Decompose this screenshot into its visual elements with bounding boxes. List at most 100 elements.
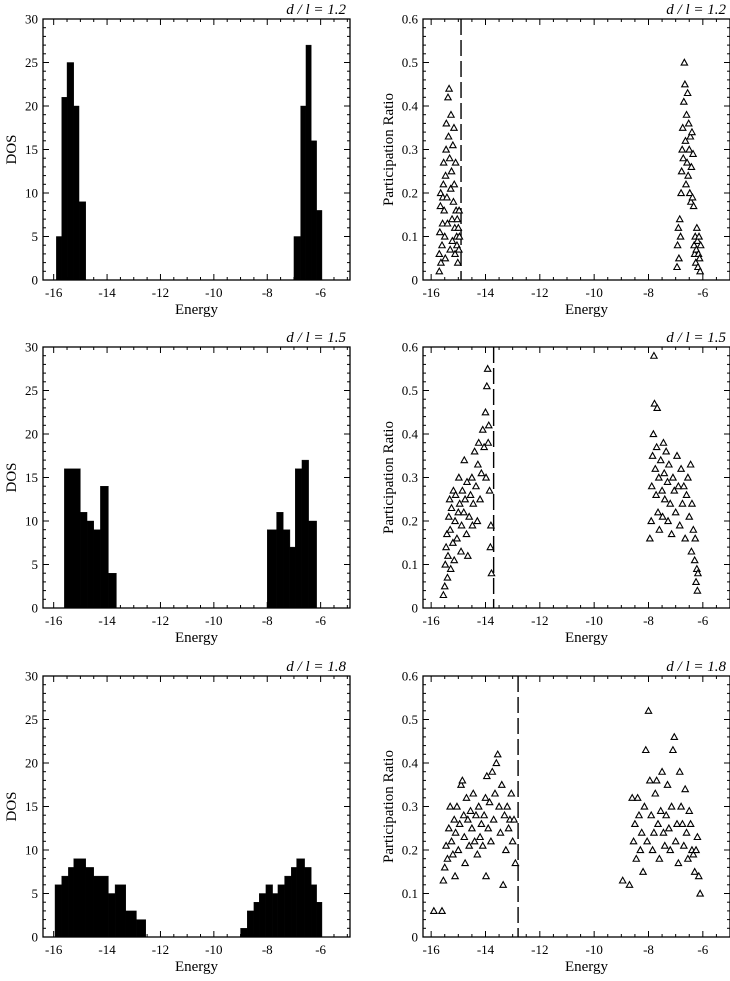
pr-1-5-point-30 <box>465 512 474 520</box>
pr-1-8-point-96 <box>675 767 684 775</box>
dos-1-8-xtick-3: -10 <box>205 942 222 957</box>
pr-1-5-point-56 <box>647 481 656 490</box>
pr-1-8-point-21 <box>462 793 471 801</box>
pr-1-8-point-48 <box>497 780 506 788</box>
dos-1-8-title: d / l = 1.8 <box>286 659 346 675</box>
dos-1-5-xtick-3: -10 <box>205 613 222 628</box>
dos-1-8-xtick-2: -12 <box>152 942 169 957</box>
pr-1-2-point-5 <box>436 258 446 266</box>
dos-1-5-xtick-5: -6 <box>315 613 326 628</box>
dos-1-5-bar-12 <box>308 520 317 609</box>
pr-1-8-point-82 <box>656 806 665 814</box>
dos-1-8-bar-1 <box>61 875 69 938</box>
pr-1-8-point-85 <box>660 841 669 849</box>
pr-1-5-point-91 <box>683 473 693 481</box>
pr-1-5-point-4 <box>442 529 452 538</box>
pr-1-8-point-76 <box>648 845 657 854</box>
pr-1-2-point-25 <box>446 110 456 118</box>
pr-1-2-point-21 <box>444 84 454 92</box>
pr-1-5-point-79 <box>667 529 676 538</box>
pr-1-8-title: d / l = 1.8 <box>666 659 726 675</box>
pr-1-8-point-53 <box>504 823 513 832</box>
pr-1-8-point-0 <box>429 906 439 915</box>
pr-1-5-point-18 <box>454 507 463 516</box>
pr-1-5-point-88 <box>679 481 688 490</box>
pr-1-2-point-57 <box>680 58 689 66</box>
dos-1-5-ytick-3: 15 <box>25 470 38 485</box>
pr-1-8-ytick-3: 0.3 <box>402 799 418 814</box>
pr-1-5-ylabel: Participation Ratio <box>381 421 397 534</box>
pr-1-8-point-106 <box>689 850 698 858</box>
pr-1-2-ytick-4: 0.4 <box>402 99 419 114</box>
pr-1-8-point-36 <box>481 871 491 880</box>
pr-1-8-point-107 <box>690 867 699 875</box>
pr-1-5-point-0 <box>439 590 448 599</box>
pr-1-5-xtick-5: -6 <box>697 613 708 628</box>
dos-1-2-bar-7 <box>305 44 312 281</box>
dos-1-5-xtick-1: -14 <box>98 613 116 628</box>
pr-1-8-point-75 <box>647 810 656 819</box>
pr-1-2-point-74 <box>689 201 698 210</box>
dos-1-8-bar-20 <box>304 867 312 938</box>
pr-1-5-point-22 <box>457 521 466 529</box>
pr-1-5-point-10 <box>446 564 455 572</box>
dos-1-8-ytick-0: 0 <box>32 930 39 945</box>
pr-1-2-point-18 <box>443 219 452 227</box>
pr-1-2-ytick-1: 0.1 <box>402 229 418 244</box>
pr-1-8-point-68 <box>637 828 646 836</box>
dos-1-2-bar-5 <box>293 236 301 281</box>
pr-1-2-xtick-0: -16 <box>422 285 440 300</box>
dos-1-8-ytick-3: 15 <box>25 799 38 814</box>
pr-1-2-ytick-3: 0.3 <box>402 142 418 157</box>
pr-1-5-point-11 <box>447 503 456 512</box>
pr-1-5-xtick-0: -16 <box>422 613 440 628</box>
pr-1-8-xtick-1: -14 <box>477 942 495 957</box>
pr-1-2-point-87 <box>696 240 705 249</box>
pr-1-5-point-83 <box>672 451 682 459</box>
pr-1-8-point-13 <box>452 802 462 810</box>
pr-1-2-point-52 <box>677 166 686 175</box>
pr-1-5-point-48 <box>484 438 493 446</box>
pr-1-5-point-9 <box>446 525 455 533</box>
pr-1-8-point-31 <box>475 832 485 841</box>
pr-1-5-point-46 <box>482 381 491 390</box>
dos-1-8-panel: -16 -14 -12 -10 -8 -6 0 5 10 15 20 25 30 Energy DOS d /… <box>4 659 351 975</box>
pr-1-5-point-39 <box>474 438 483 446</box>
dos-1-8-bar-13 <box>259 893 267 938</box>
pr-1-2-point-51 <box>676 188 686 197</box>
pr-1-5-point-72 <box>660 468 669 477</box>
pr-1-8-point-95 <box>674 858 683 867</box>
dos-1-2-xtick-2: -12 <box>152 285 169 300</box>
pr-1-8-point-65 <box>633 793 642 801</box>
pr-1-2-point-24 <box>446 184 455 192</box>
dos-1-8-ytick-6: 30 <box>25 669 38 684</box>
dos-1-8-bar-7 <box>114 884 126 938</box>
pr-1-5-ytick-4: 0.4 <box>402 427 419 442</box>
pr-1-5-point-71 <box>659 438 668 446</box>
pr-1-2-point-15 <box>441 145 451 153</box>
pr-1-8-point-104 <box>686 819 695 828</box>
pr-1-8-point-59 <box>618 876 627 884</box>
pr-1-2-point-1 <box>435 249 444 258</box>
pr-1-5-ytick-2: 0.2 <box>402 514 418 529</box>
pr-1-5-ytick-3: 0.3 <box>402 470 418 485</box>
pr-1-5-point-78 <box>666 499 675 507</box>
pr-1-2-point-72 <box>688 193 697 201</box>
pr-1-2-point-23 <box>446 245 455 253</box>
pr-1-8-point-1 <box>437 906 447 915</box>
pr-1-5-point-45 <box>481 473 491 481</box>
pr-1-8-point-71 <box>641 745 650 754</box>
pr-1-2-ytick-2: 0.2 <box>402 186 418 201</box>
pr-1-8-point-66 <box>634 810 644 819</box>
pr-1-2-point-49 <box>675 214 684 223</box>
pr-1-8-point-45 <box>493 749 502 758</box>
dos-1-2-xtick-1: -14 <box>98 285 116 300</box>
pr-1-8-point-67 <box>636 845 645 854</box>
pr-1-5-point-57 <box>648 451 657 459</box>
pr-1-8-point-90 <box>667 802 676 810</box>
pr-1-2-point-2 <box>435 227 444 236</box>
pr-1-8-point-64 <box>632 854 641 862</box>
pr-1-8-point-89 <box>666 845 675 854</box>
dos-1-2-xtick-0: -16 <box>45 285 63 300</box>
